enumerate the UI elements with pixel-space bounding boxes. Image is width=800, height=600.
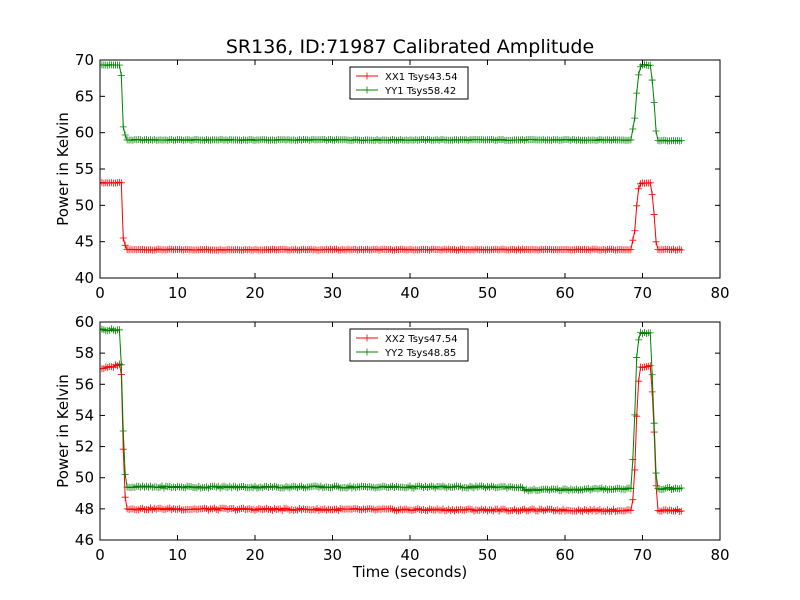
y-tick-label: 60 [75,124,94,142]
legend-label: XX1 Tsys43.54 [385,72,458,83]
x-tick-label: 10 [168,284,187,302]
x-tick-label: 80 [710,284,729,302]
y-tick-label: 58 [75,344,94,362]
legend: XX1 Tsys43.54 YY1 Tsys58.42 [349,66,469,100]
series-markers [100,61,685,145]
legend-label: YY1 Tsys58.42 [384,86,456,97]
bottom-subplot: 0 10 20 30 40 50 60 70 80 46 48 50 52 54 56 58 60 Power i… [54,313,730,581]
y-tick-label: 56 [75,375,94,393]
x-tick-label: 50 [478,546,497,564]
x-tick-label: 80 [710,546,729,564]
y-tick-label: 45 [75,233,94,251]
x-tick-label: 70 [633,284,652,302]
x-tick-label: 0 [95,546,105,564]
series-markers [100,360,685,515]
x-tick-label: 30 [323,546,342,564]
x-tick-label: 70 [633,546,652,564]
y-tick-label: 48 [75,500,94,518]
y-tick-label: 52 [75,438,94,456]
y-tick-label: 46 [75,531,94,549]
x-tick-label: 30 [323,284,342,302]
x-axis-label: Time (seconds) [352,563,468,581]
x-tick-label: 40 [400,546,419,564]
x-tick-label: 0 [95,284,105,302]
x-tick-label: 20 [245,546,264,564]
series-markers [100,325,685,495]
x-tick-label: 10 [168,546,187,564]
y-axis-label: Power in Kelvin [54,374,72,488]
chart-title: SR136, ID:71987 Calibrated Amplitude [226,36,594,58]
y-tick-label: 70 [75,51,94,69]
legend: XX2 Tsys47.54 YY2 Tsys48.85 [349,328,469,362]
y-tick-label: 54 [75,406,94,424]
x-tick-label: 20 [245,284,264,302]
series-markers [100,178,685,254]
top-subplot: 0 10 20 30 40 50 60 70 80 40 45 50 55 60 65 70 Power in … [54,51,730,302]
y-tick-label: 55 [75,160,94,178]
legend-label: YY2 Tsys48.85 [384,348,456,359]
series-line [100,181,682,251]
y-tick-label: 50 [75,469,94,487]
x-tick-label: 40 [400,284,419,302]
y-tick-label: 65 [75,87,94,105]
y-tick-label: 50 [75,196,94,214]
x-tick-label: 50 [478,284,497,302]
y-axis-label: Power in Kelvin [54,112,72,226]
y-tick-label: 60 [75,313,94,331]
x-tick-label: 60 [555,546,574,564]
x-tick-label: 60 [555,284,574,302]
y-tick-label: 40 [75,269,94,287]
legend-label: XX2 Tsys47.54 [385,334,458,345]
